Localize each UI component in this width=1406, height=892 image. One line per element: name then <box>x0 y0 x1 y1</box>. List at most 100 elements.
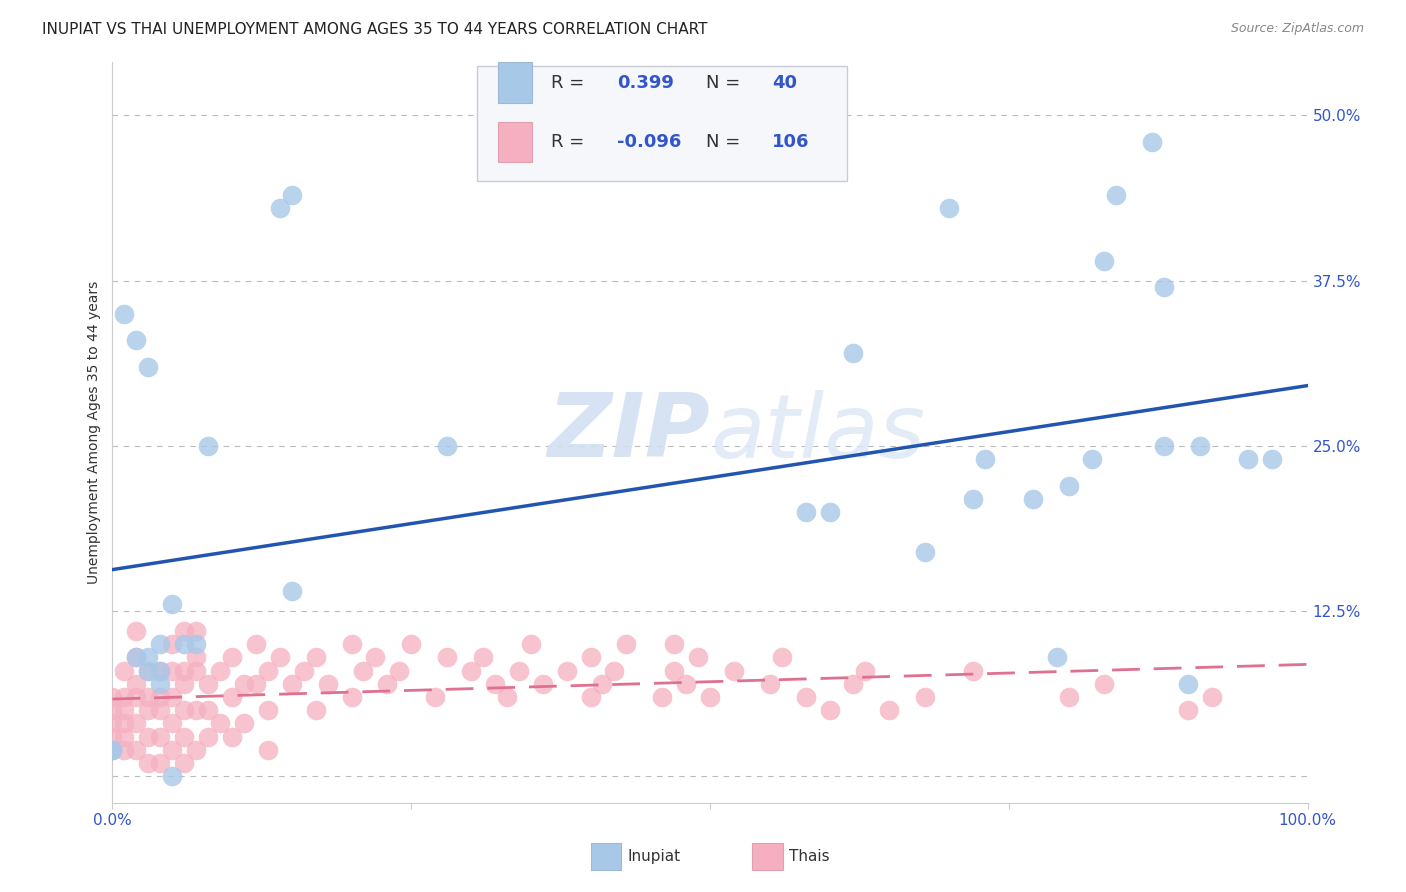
Point <box>364 650 387 665</box>
Point <box>818 505 841 519</box>
Point <box>340 637 363 651</box>
Point <box>101 743 124 757</box>
Point <box>377 677 399 691</box>
Point <box>388 664 411 678</box>
Point <box>664 637 686 651</box>
Text: 40: 40 <box>772 74 797 92</box>
Point <box>173 637 195 651</box>
Point <box>138 730 160 744</box>
Point <box>1153 280 1175 294</box>
Point <box>186 624 208 638</box>
Point <box>1189 439 1212 453</box>
Point <box>281 187 304 202</box>
Text: Thais: Thais <box>789 849 830 863</box>
Point <box>149 677 172 691</box>
Point <box>962 664 984 678</box>
Point <box>281 677 304 691</box>
Point <box>616 637 638 651</box>
Point <box>162 664 183 678</box>
Text: -0.096: -0.096 <box>617 133 681 151</box>
Point <box>520 637 543 651</box>
Text: 0.399: 0.399 <box>617 74 673 92</box>
Point <box>149 690 172 704</box>
Point <box>149 664 172 678</box>
Point <box>114 743 135 757</box>
FancyBboxPatch shape <box>499 121 531 162</box>
Point <box>149 664 172 678</box>
Point <box>1261 452 1284 467</box>
Point <box>101 743 124 757</box>
Point <box>1177 677 1199 691</box>
Point <box>508 664 530 678</box>
Point <box>879 703 901 717</box>
Point <box>233 677 256 691</box>
Point <box>460 664 482 678</box>
Point <box>579 690 602 704</box>
Point <box>723 664 745 678</box>
Point <box>197 730 219 744</box>
Point <box>855 664 877 678</box>
Point <box>340 690 363 704</box>
Point <box>914 544 936 558</box>
Point <box>114 307 135 321</box>
Point <box>101 703 124 717</box>
Point <box>209 716 232 731</box>
Point <box>138 703 160 717</box>
Point <box>101 690 124 704</box>
Text: ZIP: ZIP <box>547 389 710 476</box>
Point <box>269 650 291 665</box>
Text: N =: N = <box>706 133 741 151</box>
Point <box>962 491 984 506</box>
Point <box>138 690 160 704</box>
Point <box>305 703 328 717</box>
Point <box>1057 478 1080 492</box>
Text: R =: R = <box>551 74 585 92</box>
Point <box>770 650 793 665</box>
Point <box>186 637 208 651</box>
Point <box>914 690 936 704</box>
Point <box>114 703 135 717</box>
Point <box>173 756 195 771</box>
Point <box>197 703 219 717</box>
Point <box>138 650 160 665</box>
Point <box>1105 187 1128 202</box>
Text: N =: N = <box>706 74 741 92</box>
Point <box>125 690 148 704</box>
Point <box>173 677 195 691</box>
Point <box>484 677 506 691</box>
Point <box>125 624 148 638</box>
Point <box>436 650 458 665</box>
Point <box>186 664 208 678</box>
Point <box>114 730 135 744</box>
Point <box>173 730 195 744</box>
Point <box>221 730 243 744</box>
Point <box>938 201 960 215</box>
Point <box>401 637 423 651</box>
Point <box>173 664 195 678</box>
Point <box>818 703 841 717</box>
Point <box>162 690 183 704</box>
Point <box>173 624 195 638</box>
Point <box>1094 253 1116 268</box>
Point <box>1022 491 1045 506</box>
Point <box>305 650 328 665</box>
Point <box>162 598 183 612</box>
FancyBboxPatch shape <box>477 66 848 181</box>
Point <box>496 690 519 704</box>
Point <box>162 716 183 731</box>
Point <box>842 346 865 360</box>
Point <box>221 650 243 665</box>
Text: R =: R = <box>551 133 585 151</box>
Point <box>125 743 148 757</box>
Point <box>269 201 291 215</box>
Text: Source: ZipAtlas.com: Source: ZipAtlas.com <box>1230 22 1364 36</box>
Point <box>555 664 578 678</box>
Point <box>209 664 232 678</box>
Point <box>257 664 280 678</box>
Text: 106: 106 <box>772 133 810 151</box>
Point <box>1057 690 1080 704</box>
Y-axis label: Unemployment Among Ages 35 to 44 years: Unemployment Among Ages 35 to 44 years <box>87 281 101 584</box>
Point <box>257 743 280 757</box>
Point <box>245 637 267 651</box>
Point <box>149 703 172 717</box>
